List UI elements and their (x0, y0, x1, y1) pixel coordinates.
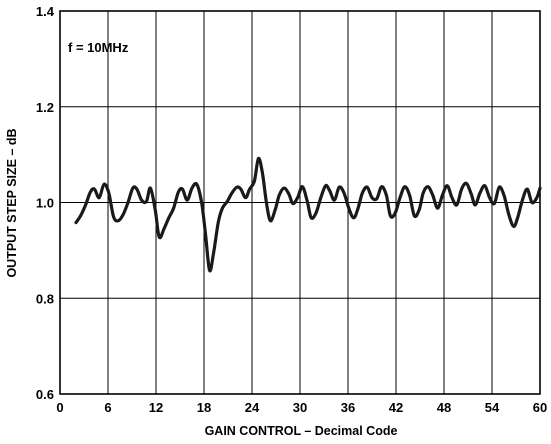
y-tick-label: 0.6 (36, 387, 54, 402)
y-tick-label: 1.2 (36, 100, 54, 115)
y-tick-labels: 0.6 0.8 1.0 1.2 1.4 (36, 4, 55, 402)
x-tick-label: 24 (245, 400, 260, 415)
x-tick-label: 30 (293, 400, 307, 415)
x-tick-label: 18 (197, 400, 211, 415)
x-tick-label: 48 (437, 400, 451, 415)
x-tick-label: 0 (56, 400, 63, 415)
grid (60, 11, 540, 394)
y-tick-label: 1.0 (36, 196, 54, 211)
x-tick-label: 6 (104, 400, 111, 415)
y-axis-label: OUTPUT STEP SIZE – dB (5, 128, 19, 277)
x-tick-label: 42 (389, 400, 403, 415)
y-tick-label: 0.8 (36, 291, 54, 306)
y-tick-label: 1.4 (36, 4, 55, 19)
series-line (76, 158, 540, 271)
x-axis-label: GAIN CONTROL – Decimal Code (205, 424, 398, 438)
x-tick-label: 54 (485, 400, 500, 415)
x-tick-label: 60 (533, 400, 547, 415)
x-tick-labels: 0 6 12 18 24 30 36 42 48 54 60 (56, 400, 547, 415)
x-tick-label: 36 (341, 400, 355, 415)
x-tick-label: 12 (149, 400, 163, 415)
frequency-annotation: f = 10MHz (68, 40, 129, 55)
